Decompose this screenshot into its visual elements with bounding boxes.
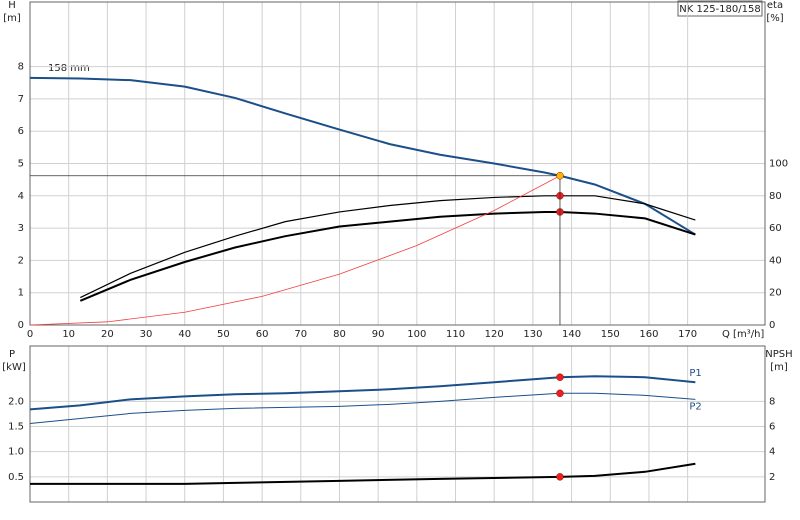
x-tick-label: 150 xyxy=(601,329,620,340)
chart-title: NK 125-180/158 xyxy=(679,4,760,15)
y2-tick-label: 20 xyxy=(769,288,782,299)
duty-point xyxy=(556,373,564,381)
y2-tick-label: 40 xyxy=(769,255,782,266)
curve xyxy=(29,76,696,236)
x-tick-label: 20 xyxy=(101,329,114,340)
curve xyxy=(80,195,696,299)
duty-point xyxy=(556,389,564,398)
title-box xyxy=(677,0,763,17)
y2-tick-label: 0 xyxy=(769,320,775,331)
x-tick-label: 160 xyxy=(639,329,658,340)
x-tick-label: 130 xyxy=(523,329,542,340)
y-tick-label: 7 xyxy=(18,94,24,105)
plot-frame xyxy=(29,345,766,503)
x-tick-label: 120 xyxy=(485,329,504,340)
x-tick-label: 80 xyxy=(333,329,346,340)
x-tick-label: 50 xyxy=(217,329,230,340)
y-tick-label: 4 xyxy=(18,191,24,202)
y-tick-label: 0 xyxy=(18,320,24,331)
y2-tick-label: 100 xyxy=(769,159,788,170)
y2-tick-label: 60 xyxy=(769,223,782,234)
x-tick-label: 70 xyxy=(294,329,307,340)
y-tick-label: 8 xyxy=(18,62,24,73)
x-tick-label: 30 xyxy=(140,329,153,340)
y2-label: eta xyxy=(767,0,783,11)
curve xyxy=(30,462,696,485)
x-tick-label: 40 xyxy=(178,329,191,340)
y-label: H xyxy=(8,0,16,11)
y-label: P xyxy=(9,349,15,360)
duty-point xyxy=(556,473,564,481)
curve xyxy=(29,175,561,326)
y-tick-label: 6 xyxy=(18,126,24,137)
y-tick-label: 0.5 xyxy=(8,472,24,483)
y2-tick-label: 4 xyxy=(769,447,775,458)
y2-tick-label: 6 xyxy=(769,422,775,433)
y2-unit: [%] xyxy=(766,13,783,24)
curve-label: P1 xyxy=(689,368,701,379)
x-tick-label: 100 xyxy=(407,329,426,340)
y-tick-label: 1.5 xyxy=(8,422,24,433)
plot-frame xyxy=(29,1,766,326)
y-unit: [m] xyxy=(3,13,21,24)
x-label: Q [m³/h] xyxy=(722,329,764,340)
x-tick-label: 110 xyxy=(446,329,465,340)
x-tick-label: 90 xyxy=(372,329,385,340)
x-tick-label: 60 xyxy=(256,329,269,340)
curve xyxy=(29,375,696,411)
y-tick-label: 1.0 xyxy=(8,447,24,458)
x-tick-label: 170 xyxy=(678,329,697,340)
y-tick-label: 5 xyxy=(18,159,24,170)
y-unit: [kW] xyxy=(2,362,26,373)
y-tick-label: 2 xyxy=(18,255,24,266)
y2-tick-label: 80 xyxy=(769,191,782,202)
y2-unit: [m] xyxy=(770,362,788,373)
y-tick-label: 3 xyxy=(18,223,24,234)
y2-label: NPSH xyxy=(765,349,792,360)
curve xyxy=(79,210,696,302)
x-tick-label: 0 xyxy=(27,329,33,340)
duty-point xyxy=(556,172,564,180)
y-tick-label: 2.0 xyxy=(8,396,24,407)
y-tick-label: 1 xyxy=(18,288,24,299)
x-tick-label: 140 xyxy=(562,329,581,340)
x-tick-label: 10 xyxy=(62,329,75,340)
y2-tick-label: 2 xyxy=(769,472,775,483)
curve xyxy=(29,392,696,424)
y2-tick-label: 8 xyxy=(769,396,775,407)
curve-label: P2 xyxy=(689,401,701,412)
